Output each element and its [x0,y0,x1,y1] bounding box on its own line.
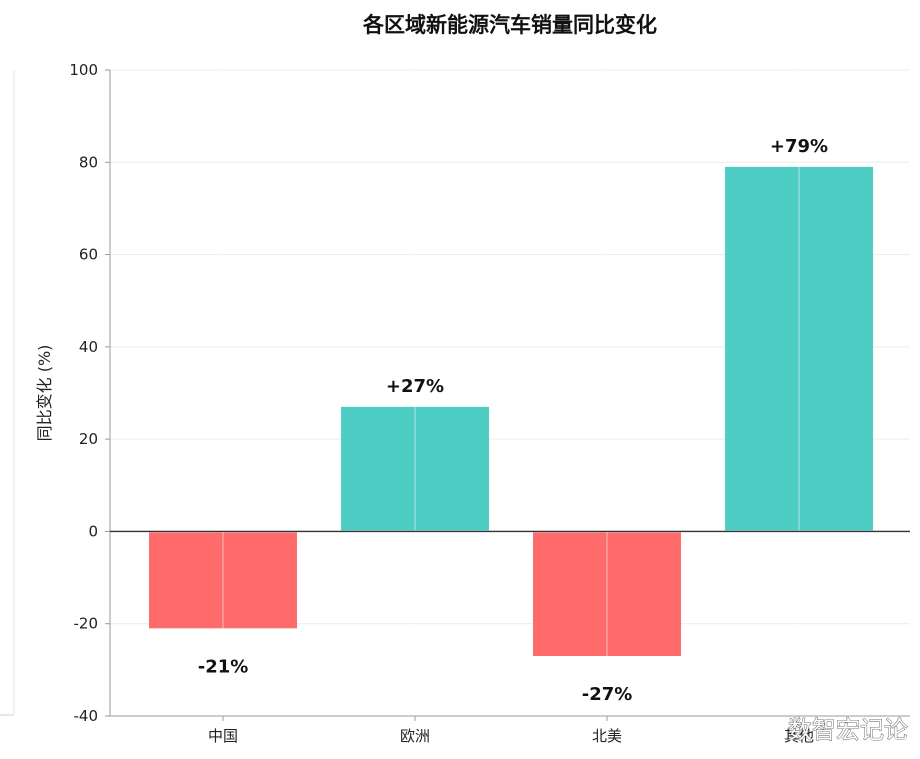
y-tick-label: -40 [74,707,99,725]
y-tick-label: -20 [74,615,99,633]
x-tick-label: 北美 [592,727,622,745]
x-tick-label: 其他 [784,727,814,745]
x-tick-label: 中国 [208,727,238,745]
chart-title: 各区域新能源汽车销量同比变化 [362,13,657,37]
data-label: +27% [386,376,444,397]
x-ticks: 中国 欧洲 北美 其他 [208,716,814,745]
bars [149,166,873,657]
data-label: +79% [770,136,828,157]
y-tick-label: 100 [69,61,98,79]
y-tick-label: 0 [88,522,98,540]
y-tick-label: 80 [79,153,98,171]
y-tick-label: 20 [79,430,98,448]
watermark: 数智宏记论 [788,716,908,744]
y-tick-label: 60 [79,246,98,264]
vertical-grid [222,70,800,716]
y-tick-label: 40 [79,338,98,356]
data-label: -21% [198,656,249,677]
y-ticks: -40 -20 0 20 40 60 80 100 [69,61,110,725]
data-label: -27% [582,684,633,705]
x-tick-label: 欧洲 [400,727,430,745]
y-axis-label: 同比变化 (%) [35,345,54,442]
data-labels: -21% +27% -27% +79% [198,136,828,705]
